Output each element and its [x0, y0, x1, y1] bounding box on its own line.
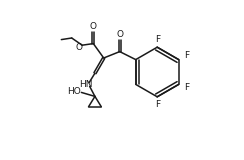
Text: O: O	[116, 30, 123, 39]
Text: HN: HN	[79, 80, 93, 89]
Text: F: F	[155, 100, 161, 109]
Text: O: O	[90, 22, 97, 31]
Text: F: F	[184, 83, 189, 92]
Text: F: F	[184, 51, 189, 60]
Text: HO: HO	[67, 87, 81, 96]
Text: O: O	[76, 43, 83, 52]
Text: F: F	[155, 35, 161, 44]
